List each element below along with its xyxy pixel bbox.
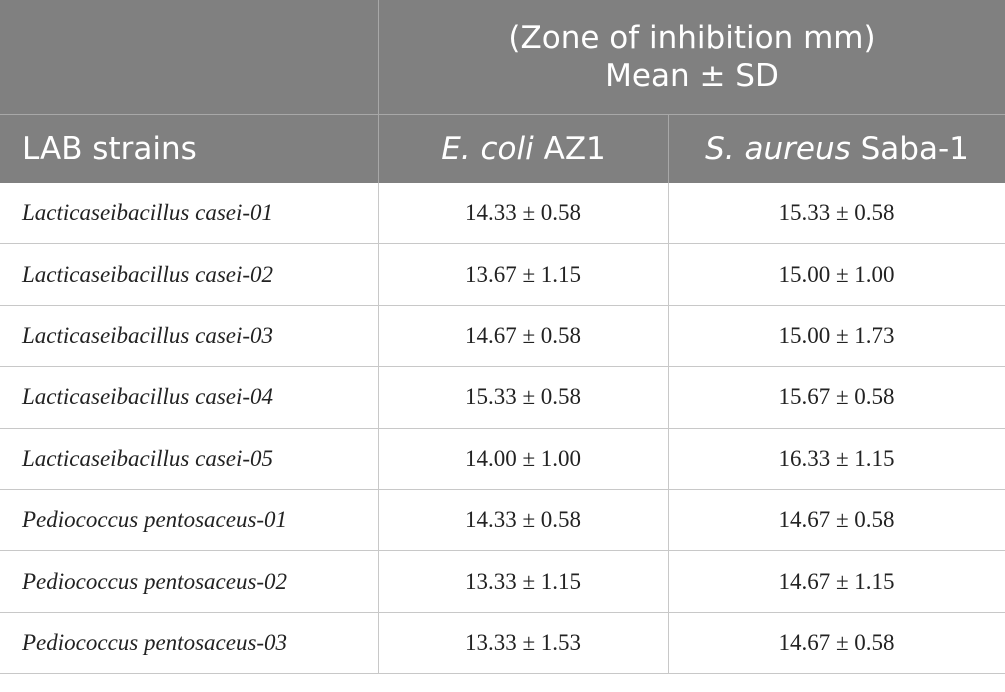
table-cell: Lacticaseibacillus casei-05 bbox=[0, 429, 378, 490]
group-header-line: (Zone of inhibition mm) bbox=[508, 19, 875, 57]
value: 14.67 ± 0.58 bbox=[778, 629, 895, 655]
table-cell: 15.33 ± 0.58 bbox=[378, 367, 668, 429]
table-cell: 14.67 ± 0.58 bbox=[378, 306, 668, 368]
value: 15.00 ± 1.00 bbox=[778, 261, 895, 287]
table-cell: Pediococcus pentosaceus-03 bbox=[0, 613, 378, 675]
value: 14.67 ± 0.58 bbox=[778, 507, 895, 533]
value: 15.33 ± 0.58 bbox=[464, 384, 582, 410]
table-cell: 14.33 ± 0.58 bbox=[378, 183, 668, 245]
table-cell: 15.00 ± 1.00 bbox=[668, 244, 1005, 306]
strain-name: Lacticaseibacillus casei-01 bbox=[22, 200, 274, 226]
table-cell: Lacticaseibacillus casei-02 bbox=[0, 244, 378, 306]
table-cell: 13.33 ± 1.15 bbox=[378, 551, 668, 613]
header-blank bbox=[0, 0, 378, 114]
table-cell: 14.33 ± 0.58 bbox=[378, 490, 668, 552]
header-hline bbox=[0, 114, 1005, 115]
table-cell: Lacticaseibacillus casei-03 bbox=[0, 306, 378, 368]
value: 15.33 ± 0.58 bbox=[778, 200, 895, 226]
value: 13.33 ± 1.53 bbox=[464, 629, 582, 655]
strain-name: Lacticaseibacillus casei-05 bbox=[22, 445, 274, 471]
value: 13.33 ± 1.15 bbox=[464, 568, 582, 594]
table-cell: 16.33 ± 1.15 bbox=[668, 429, 1005, 490]
value: 14.00 ± 1.00 bbox=[464, 445, 582, 471]
group-header-line2: Mean ± SD bbox=[605, 58, 779, 94]
column-header-text: LAB strains bbox=[22, 131, 197, 167]
table-cell: 13.67 ± 1.15 bbox=[378, 244, 668, 306]
table-cell: Pediococcus pentosaceus-01 bbox=[0, 490, 378, 552]
column-header-italic: E. coli bbox=[441, 131, 534, 167]
table-cell: Lacticaseibacillus casei-01 bbox=[0, 183, 378, 245]
strain-name: Pediococcus pentosaceus-03 bbox=[22, 629, 288, 655]
table-cell: Pediococcus pentosaceus-02 bbox=[0, 551, 378, 613]
table-cell: 15.67 ± 0.58 bbox=[668, 367, 1005, 429]
strain-name: Pediococcus pentosaceus-01 bbox=[22, 507, 288, 533]
value: 14.67 ± 1.15 bbox=[778, 568, 895, 594]
table-cell: 13.33 ± 1.53 bbox=[378, 613, 668, 675]
column-header-text: AZ1 bbox=[543, 131, 606, 167]
table-cell: 15.00 ± 1.73 bbox=[668, 306, 1005, 368]
table-cell: 14.67 ± 1.15 bbox=[668, 551, 1005, 613]
column-header-text: Saba-1 bbox=[860, 131, 969, 167]
column-divider bbox=[378, 183, 379, 675]
table-cell: 15.33 ± 0.58 bbox=[668, 183, 1005, 245]
group-header-line: Mean ± SD bbox=[605, 57, 779, 95]
value: 14.67 ± 0.58 bbox=[464, 322, 582, 348]
column-header: LAB strains bbox=[0, 115, 378, 183]
table-cell: 14.67 ± 0.58 bbox=[668, 613, 1005, 675]
column-header: E. coli AZ1 bbox=[379, 115, 668, 183]
column-header: S. aureus Saba-1 bbox=[669, 115, 1005, 183]
table-cell: 14.67 ± 0.58 bbox=[668, 490, 1005, 552]
value: 15.00 ± 1.73 bbox=[778, 322, 895, 348]
group-header: (Zone of inhibition mm) Mean ± SD bbox=[379, 0, 1005, 114]
value: 14.33 ± 0.58 bbox=[464, 507, 582, 533]
value: 14.33 ± 0.58 bbox=[464, 200, 582, 226]
strain-name: Pediococcus pentosaceus-02 bbox=[22, 568, 288, 594]
table-cell: Lacticaseibacillus casei-04 bbox=[0, 367, 378, 429]
table-cell: 14.00 ± 1.00 bbox=[378, 429, 668, 490]
header-divider bbox=[668, 115, 669, 183]
group-header-line1: (Zone of inhibition mm) bbox=[508, 20, 876, 56]
strain-name: Lacticaseibacillus casei-04 bbox=[22, 384, 274, 410]
column-header-italic: S. aureus bbox=[705, 131, 851, 167]
column-divider bbox=[668, 183, 669, 675]
value: 16.33 ± 1.15 bbox=[778, 445, 895, 471]
value: 15.67 ± 0.58 bbox=[778, 384, 895, 410]
strain-name: Lacticaseibacillus casei-03 bbox=[22, 322, 274, 348]
strain-name: Lacticaseibacillus casei-02 bbox=[22, 261, 274, 287]
header-divider bbox=[378, 0, 379, 183]
value: 13.67 ± 1.15 bbox=[464, 261, 582, 287]
